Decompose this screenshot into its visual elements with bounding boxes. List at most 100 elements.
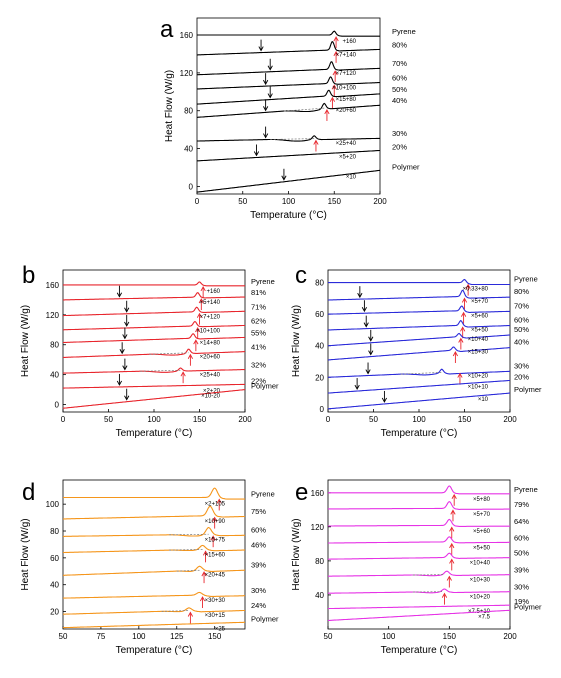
y-tick-label: 0 — [320, 405, 325, 414]
tm-arrow — [452, 351, 458, 363]
series-name-label: 64% — [514, 517, 529, 526]
series-polymer: ×10-20 Polymer — [62, 382, 279, 409]
curve-line — [328, 305, 511, 315]
tm-arrow — [329, 96, 336, 109]
series-30pct: ×30+30 30% — [63, 586, 266, 609]
chart-panel-b: b 0 50 100 150 200 0 40 80 120 160 Temperature (°C)… — [20, 262, 279, 439]
scale-factor-label: ×5+140 — [200, 300, 221, 306]
curve-line — [196, 169, 381, 193]
y-tick-label: 60 — [50, 554, 59, 563]
tm-arrow — [331, 84, 337, 97]
chart-panel-a: a 0 50 100 150 200 0 40 80 120 160 Temperature (°C)… — [160, 16, 420, 221]
scale-factor-label: +160 — [206, 289, 220, 295]
series-name-label: 20% — [514, 372, 529, 381]
series-name-label: 40% — [514, 338, 529, 347]
series-name-label: 70% — [392, 59, 407, 68]
curve-line — [328, 278, 510, 286]
x-axis-label: Temperature (°C) — [381, 428, 458, 439]
tm-arrow — [212, 516, 218, 529]
x-axis-label: Temperature (°C) — [116, 645, 193, 656]
curve-line — [328, 289, 511, 301]
series-55pct: ×14+80 55% — [63, 327, 266, 352]
panel-label: c — [295, 262, 307, 289]
x-tick-label: 200 — [238, 415, 252, 424]
tg-arrow — [365, 362, 371, 375]
scale-factor-label: ×10+40 — [468, 337, 489, 343]
scale-factor-label: ×5+50 — [473, 545, 491, 551]
x-tick-label: 50 — [369, 415, 378, 424]
panel-label: e — [295, 479, 308, 506]
panel-label: a — [160, 16, 174, 43]
scale-factor-label: ×15+75 — [205, 538, 226, 544]
series-70pct: ×7+120 70% — [196, 58, 407, 83]
series-name-label: 41% — [251, 343, 266, 352]
curve-line — [328, 346, 511, 361]
panel-label: d — [22, 479, 35, 506]
tm-arrow — [210, 535, 216, 548]
tg-arrow — [124, 314, 130, 327]
series-24pct: ×30+15 24% — [63, 601, 266, 624]
series-60pct: ×10+100 60% — [196, 73, 407, 97]
baseline-dashed — [270, 138, 315, 140]
series-name-label: Polymer — [251, 382, 279, 391]
tm-arrow — [332, 70, 338, 83]
tg-arrow — [263, 73, 269, 86]
scale-factor-label: ×5+60 — [473, 529, 491, 535]
scale-factor-label: ×2+105 — [205, 501, 226, 507]
x-tick-label: 200 — [373, 197, 387, 206]
series-name-label: Polymer — [514, 385, 542, 394]
scale-factor-label: ×15+60 — [205, 552, 226, 558]
scale-factor-label: ×7.5 — [478, 614, 491, 620]
y-tick-label: 100 — [46, 500, 60, 509]
x-tick-label: 100 — [282, 197, 296, 206]
series-name-label: 79% — [514, 500, 529, 509]
series-64pct: ×5+60 64% — [328, 517, 529, 539]
tm-arrow — [187, 611, 193, 624]
series-name-label: 60% — [514, 316, 529, 325]
series-name-label: 22% — [251, 376, 266, 385]
tm-arrow — [200, 286, 206, 298]
scale-factor-label: ×15+80 — [336, 97, 357, 103]
tm-arrow — [195, 326, 201, 339]
series-name-label: 55% — [251, 329, 266, 338]
plot-frame — [327, 479, 511, 630]
tg-arrow — [281, 168, 287, 181]
series-30pct: ×10+20 30% — [328, 361, 529, 385]
x-tick-label: 150 — [208, 632, 222, 641]
tm-arrow — [180, 371, 186, 384]
y-tick-label: 120 — [311, 523, 325, 532]
series-name-label: Pyrene — [392, 27, 416, 36]
series-name-label: Polymer — [251, 614, 279, 623]
scale-factor-label: ×10+10 — [468, 384, 489, 390]
scale-factor-label: ×20+60 — [336, 108, 357, 114]
series-50pct: ×10+40 50% — [328, 549, 529, 571]
tg-arrow — [122, 327, 128, 340]
series-name-label: 50% — [514, 325, 529, 334]
curve-line — [63, 281, 245, 287]
series-name-label: 81% — [251, 288, 266, 297]
series-name-label: 60% — [251, 526, 266, 535]
scale-factor-label: ×5+80 — [473, 497, 491, 503]
curve-line — [327, 379, 511, 394]
x-tick-label: 0 — [61, 415, 66, 424]
tm-arrow — [216, 498, 222, 511]
y-tick-label: 120 — [180, 69, 194, 78]
panel-label: b — [22, 262, 35, 289]
x-tick-label: 50 — [104, 415, 113, 424]
series-name-label: Pyrene — [251, 489, 275, 498]
series-name-label: 50% — [514, 549, 529, 558]
tm-arrow — [449, 526, 455, 539]
scale-factor-label: ×30+30 — [205, 598, 226, 604]
scale-factor-label: ×10+30 — [470, 578, 491, 584]
series-polymer: ×10 Polymer — [196, 162, 420, 193]
tg-arrow — [267, 86, 273, 99]
y-tick-label: 40 — [315, 342, 324, 351]
baseline-dashed — [149, 352, 189, 355]
plot-frame — [62, 479, 246, 630]
tm-arrow — [465, 283, 471, 296]
tg-arrow — [368, 329, 374, 342]
y-axis-label: Heat Flow (W/g) — [291, 518, 302, 590]
x-tick-label: 100 — [132, 632, 146, 641]
y-tick-label: 40 — [315, 591, 324, 600]
series-polymer: ×10 Polymer — [328, 385, 542, 410]
